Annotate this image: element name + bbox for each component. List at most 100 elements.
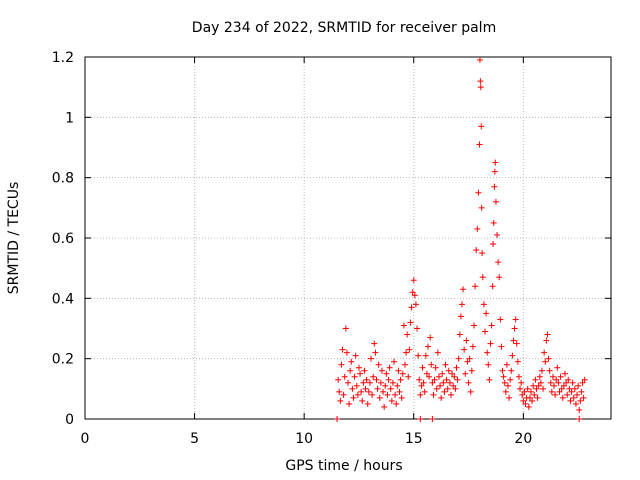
- data-point: [528, 388, 535, 395]
- data-point: [429, 416, 436, 422]
- data-point: [461, 346, 468, 353]
- data-point: [553, 376, 560, 383]
- data-point: [580, 394, 587, 401]
- data-point: [444, 385, 451, 392]
- data-point: [341, 373, 348, 380]
- data-point: [450, 382, 457, 389]
- x-tick-label: 5: [190, 431, 199, 447]
- data-point: [515, 373, 522, 380]
- data-point: [537, 379, 544, 386]
- data-point: [561, 370, 568, 377]
- data-point: [392, 391, 399, 398]
- data-point: [492, 159, 499, 166]
- chart-title: Day 234 of 2022, SRMTID for receiver pal…: [192, 20, 496, 36]
- data-point: [337, 397, 344, 404]
- data-point: [335, 376, 342, 383]
- data-point: [504, 382, 511, 389]
- data-point: [401, 361, 408, 368]
- data-point: [546, 367, 553, 374]
- data-point: [559, 394, 566, 401]
- data-point: [567, 397, 574, 404]
- data-point: [466, 355, 473, 362]
- data-point: [534, 394, 541, 401]
- data-point: [421, 388, 428, 395]
- data-point: [414, 325, 421, 332]
- data-point: [437, 382, 444, 389]
- data-point: [345, 379, 351, 386]
- x-tick-label: 10: [295, 431, 313, 447]
- data-point: [418, 382, 425, 389]
- data-point: [525, 403, 532, 410]
- data-point: [554, 364, 561, 371]
- data-point: [499, 367, 506, 374]
- data-point: [476, 57, 483, 64]
- data-point: [473, 247, 480, 254]
- data-point: [556, 388, 563, 395]
- data-point: [357, 370, 364, 377]
- data-point: [498, 343, 505, 350]
- data-point: [535, 382, 542, 389]
- data-point: [462, 370, 469, 377]
- data-point: [426, 373, 433, 380]
- data-point: [468, 367, 475, 374]
- data-point: [491, 183, 498, 190]
- y-axis-label: SRMTID / TECUs: [6, 182, 22, 295]
- data-point: [489, 283, 496, 290]
- data-point: [370, 373, 377, 380]
- data-point: [433, 385, 440, 392]
- data-point: [465, 379, 472, 386]
- data-point: [355, 364, 362, 371]
- data-point: [388, 397, 395, 404]
- data-point: [389, 379, 396, 386]
- data-point: [406, 346, 413, 353]
- data-point: [411, 292, 418, 299]
- data-point: [509, 352, 516, 359]
- data-point: [334, 416, 341, 422]
- data-point: [424, 343, 431, 350]
- data-point: [415, 352, 422, 359]
- grid-layer: [85, 57, 611, 419]
- data-point: [532, 376, 539, 383]
- data-point: [457, 313, 464, 320]
- data-point: [469, 343, 476, 350]
- data-point: [563, 379, 570, 386]
- data-point: [555, 379, 562, 386]
- data-point: [490, 241, 497, 248]
- data-point: [361, 367, 368, 374]
- data-point: [445, 367, 452, 374]
- data-point: [363, 376, 370, 383]
- data-point: [423, 370, 430, 377]
- data-point: [568, 388, 575, 395]
- data-point: [566, 385, 573, 392]
- data-point: [440, 379, 447, 386]
- data-point: [503, 361, 510, 368]
- data-point: [478, 123, 485, 130]
- data-point: [530, 382, 537, 389]
- data-point: [422, 352, 429, 359]
- x-tick-label: 15: [405, 431, 423, 447]
- data-point: [369, 391, 376, 398]
- data-point: [398, 394, 405, 401]
- data-point: [476, 141, 483, 148]
- data-point: [443, 376, 450, 383]
- data-point: [417, 416, 424, 422]
- data-point: [404, 331, 411, 338]
- tick-layer: 0 5 10 15 20 0 0.2 0.4 0.6 0.8 1 1.2: [52, 50, 611, 447]
- data-point: [432, 364, 439, 371]
- data-point: [574, 391, 581, 398]
- data-point: [429, 379, 436, 386]
- data-point: [386, 364, 393, 371]
- data-point: [471, 322, 478, 329]
- data-point: [490, 219, 497, 226]
- data-point: [412, 301, 419, 308]
- data-point: [575, 382, 582, 389]
- data-point: [519, 391, 526, 398]
- data-point: [480, 301, 487, 308]
- data-point: [434, 349, 441, 356]
- data-point: [549, 373, 556, 380]
- data-point: [387, 385, 394, 392]
- data-point: [430, 391, 437, 398]
- data-point: [342, 325, 349, 332]
